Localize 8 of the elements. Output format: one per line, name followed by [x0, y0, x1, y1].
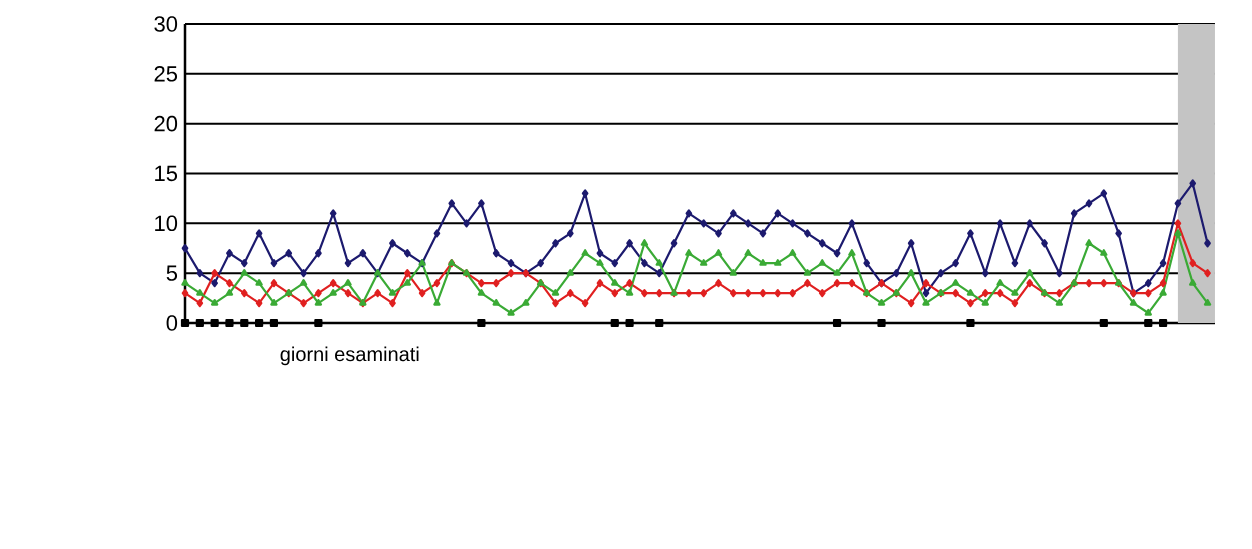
- y-tick-label: 25: [154, 66, 178, 82]
- x-axis-title: giorni esaminati: [280, 346, 419, 366]
- y-tick-label: 5: [166, 265, 178, 281]
- y-tick-label: 30: [154, 16, 178, 32]
- y-tick-label: 0: [166, 315, 178, 331]
- y-tick-label: 10: [155, 215, 178, 232]
- y-tick-label: 15: [155, 165, 178, 182]
- y-tick-label: 20: [154, 115, 178, 132]
